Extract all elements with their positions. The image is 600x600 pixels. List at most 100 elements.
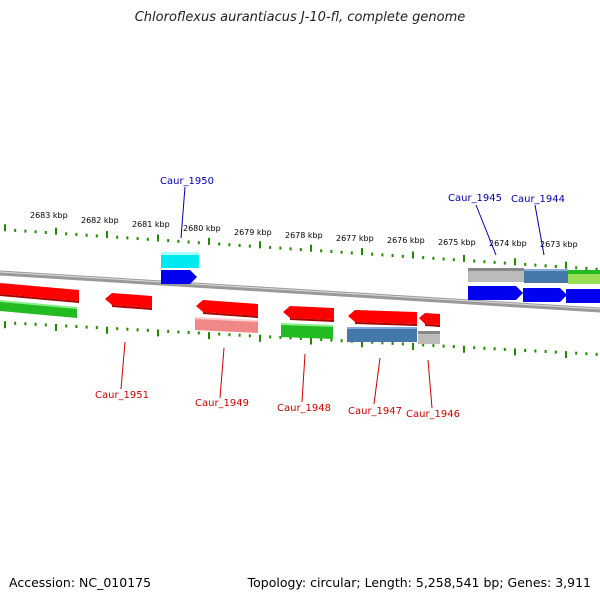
tick-label-2681: 2681 kbp bbox=[132, 220, 170, 229]
ruler-minor-tick bbox=[279, 335, 282, 339]
gene-caur-1950[interactable] bbox=[161, 252, 199, 284]
ruler-major-tick bbox=[310, 337, 312, 345]
ruler-minor-tick bbox=[473, 346, 476, 350]
ruler-minor-tick bbox=[177, 239, 180, 243]
ruler-minor-tick bbox=[269, 245, 272, 249]
feature-caur-1949-pink bbox=[195, 318, 258, 333]
feature-caur-1949-pink-hi bbox=[195, 317, 258, 322]
ruler-minor-tick bbox=[493, 347, 496, 351]
ruler-minor-tick bbox=[442, 257, 445, 261]
ruler-minor-tick bbox=[473, 259, 476, 263]
cds-caur-1944[interactable] bbox=[523, 288, 567, 302]
ruler-major-tick bbox=[514, 258, 516, 266]
ruler-minor-tick bbox=[289, 247, 292, 251]
label-caur-1951[interactable]: Caur_1951 bbox=[95, 390, 149, 401]
gene-caur-1944[interactable] bbox=[523, 269, 568, 302]
ruler-minor-tick bbox=[279, 246, 282, 250]
feature-caur-1945-gray-hi bbox=[468, 268, 524, 271]
label-caur-1947[interactable]: Caur_1947 bbox=[348, 406, 402, 417]
ruler-minor-tick bbox=[95, 326, 98, 330]
ruler-minor-tick bbox=[595, 352, 598, 356]
ruler-minor-tick bbox=[391, 254, 394, 258]
ruler-minor-tick bbox=[595, 267, 598, 271]
cds-caur-1946-shade bbox=[425, 324, 440, 327]
ruler-minor-tick bbox=[401, 254, 404, 258]
cds-caur-1951[interactable] bbox=[105, 293, 152, 308]
gene-caur-1945[interactable] bbox=[468, 268, 524, 300]
label-caur-1944[interactable]: Caur_1944 bbox=[511, 194, 565, 205]
ruler-minor-tick bbox=[177, 330, 180, 334]
label-caur-1945[interactable]: Caur_1945 bbox=[448, 193, 502, 204]
ruler-major-tick bbox=[463, 345, 465, 353]
partial-red-body bbox=[0, 283, 79, 301]
partial-feature-left-red[interactable] bbox=[0, 283, 79, 303]
cds-caur-1948[interactable] bbox=[283, 306, 334, 320]
ruler-minor-tick bbox=[167, 239, 170, 243]
ruler-minor-tick bbox=[442, 344, 445, 348]
ruler-minor-tick bbox=[330, 250, 333, 253]
rna-caur-1950-highlight bbox=[161, 252, 199, 255]
ruler-minor-tick bbox=[524, 349, 527, 352]
cds-caur-1946[interactable] bbox=[419, 313, 440, 325]
ruler-minor-tick bbox=[167, 329, 170, 333]
topology-text: Topology: circular; Length: 5,258,541 bp… bbox=[247, 575, 591, 590]
ruler-minor-tick bbox=[320, 338, 323, 342]
gene-caur-1946[interactable] bbox=[418, 313, 440, 344]
ruler-minor-tick bbox=[248, 334, 251, 338]
ruler-minor-tick bbox=[126, 327, 129, 331]
tick-label-2683: 2683 kbp bbox=[30, 211, 68, 220]
scale-ruler-top bbox=[4, 224, 598, 271]
ruler-minor-tick bbox=[44, 323, 47, 327]
label-caur-1946[interactable]: Caur_1946 bbox=[406, 409, 460, 420]
ruler-major-tick bbox=[463, 254, 465, 262]
feature-caur-1944-steelblue bbox=[524, 269, 568, 283]
ruler-minor-tick bbox=[269, 335, 272, 339]
label-caur-1948[interactable]: Caur_1948 bbox=[277, 403, 331, 414]
ruler-minor-tick bbox=[401, 342, 404, 346]
tick-label-2679: 2679 kbp bbox=[234, 228, 272, 237]
ruler-major-tick bbox=[259, 334, 261, 342]
genome-backbone-highlight bbox=[0, 271, 600, 310]
cds-caur-1950[interactable] bbox=[161, 270, 197, 284]
tick-label-2675: 2675 kbp bbox=[438, 238, 476, 247]
ruler-minor-tick bbox=[575, 266, 578, 270]
cds-caur-1949[interactable] bbox=[196, 300, 258, 316]
ruler-minor-tick bbox=[381, 253, 384, 257]
ruler-minor-tick bbox=[432, 256, 435, 260]
scale-ruler-bottom bbox=[4, 321, 598, 359]
ruler-minor-tick bbox=[197, 331, 200, 335]
ruler-minor-tick bbox=[248, 244, 251, 248]
feature-caur-1948-green-hi bbox=[281, 323, 333, 327]
ruler-minor-tick bbox=[554, 350, 557, 354]
ruler-minor-tick bbox=[14, 321, 17, 325]
ruler-minor-tick bbox=[238, 243, 241, 247]
cds-caur-1945[interactable] bbox=[468, 286, 523, 300]
scale-tick-labels: 2683 kbp 2682 kbp 2681 kbp 2680 kbp 2679… bbox=[30, 211, 578, 249]
ruler-major-tick bbox=[55, 323, 57, 331]
rna-caur-1950[interactable] bbox=[161, 252, 199, 268]
ruler-major-tick bbox=[310, 244, 312, 252]
partial-green-body bbox=[0, 301, 77, 318]
gene-caur-1951[interactable] bbox=[105, 293, 152, 310]
partial-feature-left-green[interactable] bbox=[0, 300, 77, 318]
gene-caur-1948[interactable] bbox=[281, 306, 334, 339]
ruler-minor-tick bbox=[289, 336, 292, 340]
partial-right-lightgreen bbox=[568, 274, 600, 284]
label-caur-1950[interactable]: Caur_1950 bbox=[160, 176, 214, 187]
ruler-minor-tick bbox=[585, 352, 588, 356]
ruler-minor-tick bbox=[503, 347, 506, 351]
gene-caur-1947[interactable] bbox=[347, 310, 417, 342]
ruler-major-tick bbox=[361, 248, 363, 256]
ruler-minor-tick bbox=[187, 331, 190, 334]
ruler-minor-tick bbox=[422, 256, 425, 260]
cds-caur-1947[interactable] bbox=[348, 310, 417, 324]
leader-caur-1946 bbox=[427, 359, 433, 409]
partial-feature-right[interactable] bbox=[566, 270, 600, 303]
tick-label-2680: 2680 kbp bbox=[183, 224, 221, 233]
tick-label-2678: 2678 kbp bbox=[285, 231, 323, 240]
ruler-minor-tick bbox=[422, 343, 425, 347]
ruler-major-tick bbox=[412, 343, 414, 350]
ruler-minor-tick bbox=[452, 345, 455, 349]
label-caur-1949[interactable]: Caur_1949 bbox=[195, 398, 249, 409]
gene-caur-1949[interactable] bbox=[195, 300, 258, 333]
